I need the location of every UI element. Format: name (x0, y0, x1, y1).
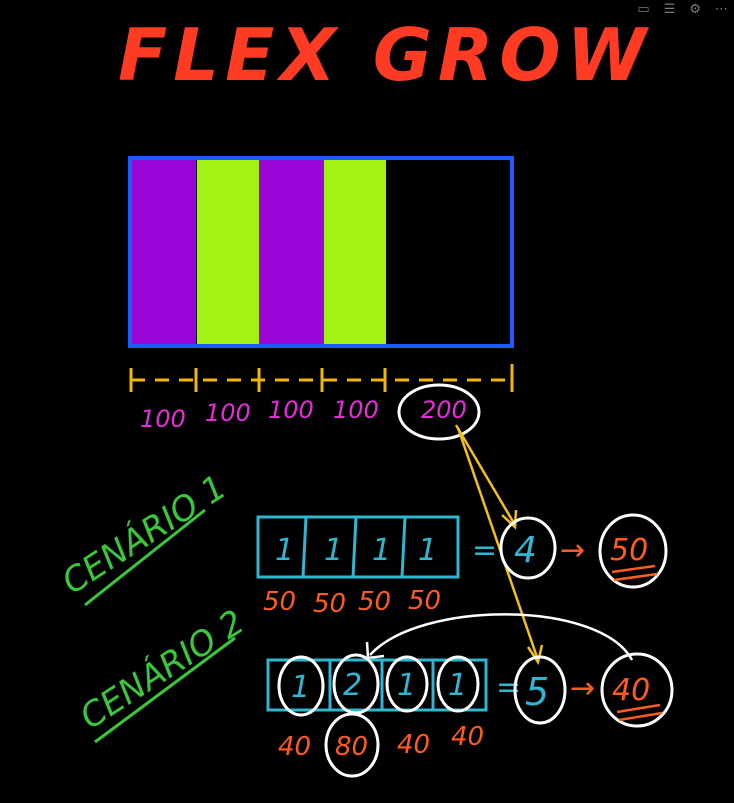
scenario-2-grow-value: 2 (343, 668, 362, 703)
scenario-2-total: 5 (525, 670, 549, 714)
scenario-2-box-row (266, 658, 488, 712)
scenario-1-underline (84, 508, 206, 607)
present-icon[interactable]: ▭ (637, 2, 650, 17)
free-space-circle (397, 383, 481, 441)
scenario-2-width: 40 (451, 722, 484, 752)
toolbar: ▭ ☰ ⚙ ⋯ (637, 2, 728, 17)
flex-item-2 (197, 160, 259, 345)
scenario-2-result: 40 (612, 673, 650, 708)
scenario-1-width: 50 (313, 589, 346, 619)
scenario-2-label: CENÁRIO 2 (73, 601, 252, 737)
notes-icon[interactable]: ☰ (663, 2, 676, 17)
ruler-label-free-space: 200 (421, 396, 467, 424)
flex-container (128, 156, 514, 348)
ruler-label: 100 (140, 405, 186, 433)
scenario-2: CENÁRIO 2 (73, 601, 252, 744)
ruler-label: 100 (205, 399, 251, 427)
scenario-1-equals: = (472, 533, 497, 568)
scenario-2-return-arrow (369, 613, 634, 661)
ruler-label: 100 (333, 396, 379, 424)
scenario-2-result-circle (600, 652, 674, 728)
scenario-1-grow-boxes: 1 1 1 1 = 4 → 50 50 50 50 50 (256, 513, 668, 619)
scenario-2-width: 40 (278, 732, 311, 762)
scenario-2-grow-value: 1 (291, 670, 310, 705)
scenario-2-doubled-width-circle (324, 712, 380, 778)
scenario-2-width: 80 (335, 732, 368, 762)
scenario-1-width: 50 (408, 586, 441, 616)
scenario-1-arrow: → (560, 533, 585, 568)
scenario-1-box-row (256, 515, 460, 579)
scenario-1-result-circle (598, 513, 668, 589)
scenario-1-total: 4 (514, 530, 537, 571)
flex-container-illustration (128, 156, 514, 348)
scenario-1-result: 50 (610, 533, 648, 568)
scenario-2-total-circle (513, 655, 567, 725)
scenario-1-width: 50 (263, 587, 296, 617)
scenario-1-grow-value: 1 (418, 533, 437, 568)
width-ruler (129, 364, 514, 392)
scenario-1: CENÁRIO 1 (55, 466, 234, 607)
ruler-labels: 100 100 100 100 200 (140, 396, 467, 433)
scenario-2-width: 40 (397, 730, 430, 760)
scenario-1-grow-value: 1 (275, 533, 294, 568)
scenario-2-arrow: → (570, 671, 595, 706)
free-space-arrows (454, 424, 544, 666)
scenario-2-item-circle (385, 655, 429, 713)
scenario-2-grow-value: 1 (397, 668, 416, 703)
scenario-1-label: CENÁRIO 1 (55, 466, 234, 602)
more-icon[interactable]: ⋯ (715, 2, 728, 17)
scenario-2-underline (94, 636, 236, 744)
scenario-2-grow-value: 1 (448, 668, 467, 703)
flex-item-1 (130, 160, 196, 345)
diagram-title: FLEX GROW (118, 13, 652, 97)
scenario-1-grow-value: 1 (372, 533, 391, 568)
flex-item-4 (324, 160, 386, 345)
scenario-2-grow-boxes: 1 2 1 1 = 5 → 40 40 80 40 40 (266, 652, 674, 778)
scenario-2-item-circle (277, 655, 325, 717)
scenario-1-width: 50 (358, 587, 391, 617)
ruler-label: 100 (268, 396, 314, 424)
flex-item-3 (259, 160, 324, 345)
settings-icon[interactable]: ⚙ (689, 2, 701, 17)
scenario-1-grow-value: 1 (324, 533, 343, 568)
scenario-1-total-circle (499, 516, 557, 580)
scenario-2-item-circle (436, 655, 480, 713)
